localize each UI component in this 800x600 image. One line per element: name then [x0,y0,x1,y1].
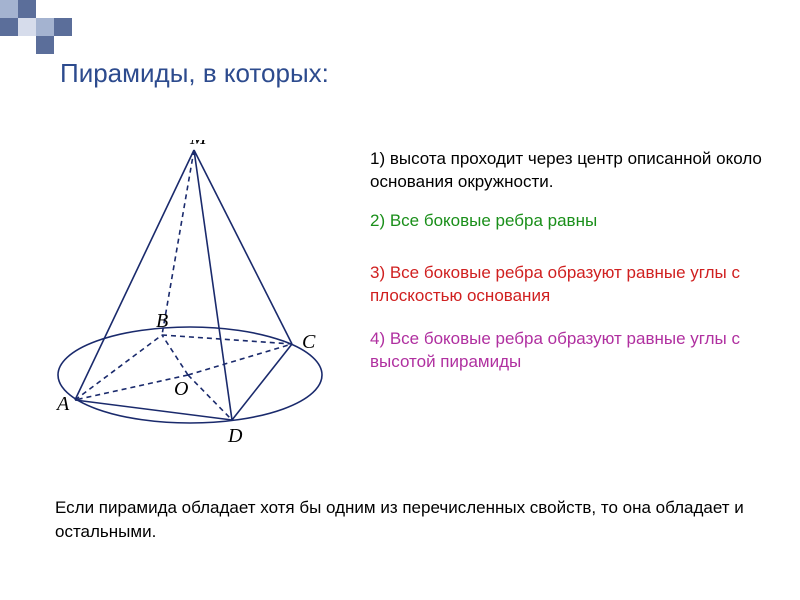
corner-decoration [0,0,90,60]
vertex-label-A: A [55,393,70,415]
page-title: Пирамиды, в которых: [60,58,329,89]
pyramid-diagram: M A B C D O [40,140,350,455]
property-1: 1) высота проходит через центр описанной… [370,148,780,194]
property-3: 3) Все боковые ребра образуют равные угл… [370,262,780,308]
vertex-label-C: C [302,331,316,353]
footnote-text: Если пирамида обладает хотя бы одним из … [55,496,755,544]
property-2: 2) Все боковые ребра равны [370,210,597,233]
vertex-label-M: M [189,140,208,149]
vertex-label-D: D [227,425,243,447]
vertex-label-B: B [156,310,168,332]
property-4: 4) Все боковые ребра образуют равные угл… [370,328,780,374]
vertex-label-O: O [174,378,188,400]
